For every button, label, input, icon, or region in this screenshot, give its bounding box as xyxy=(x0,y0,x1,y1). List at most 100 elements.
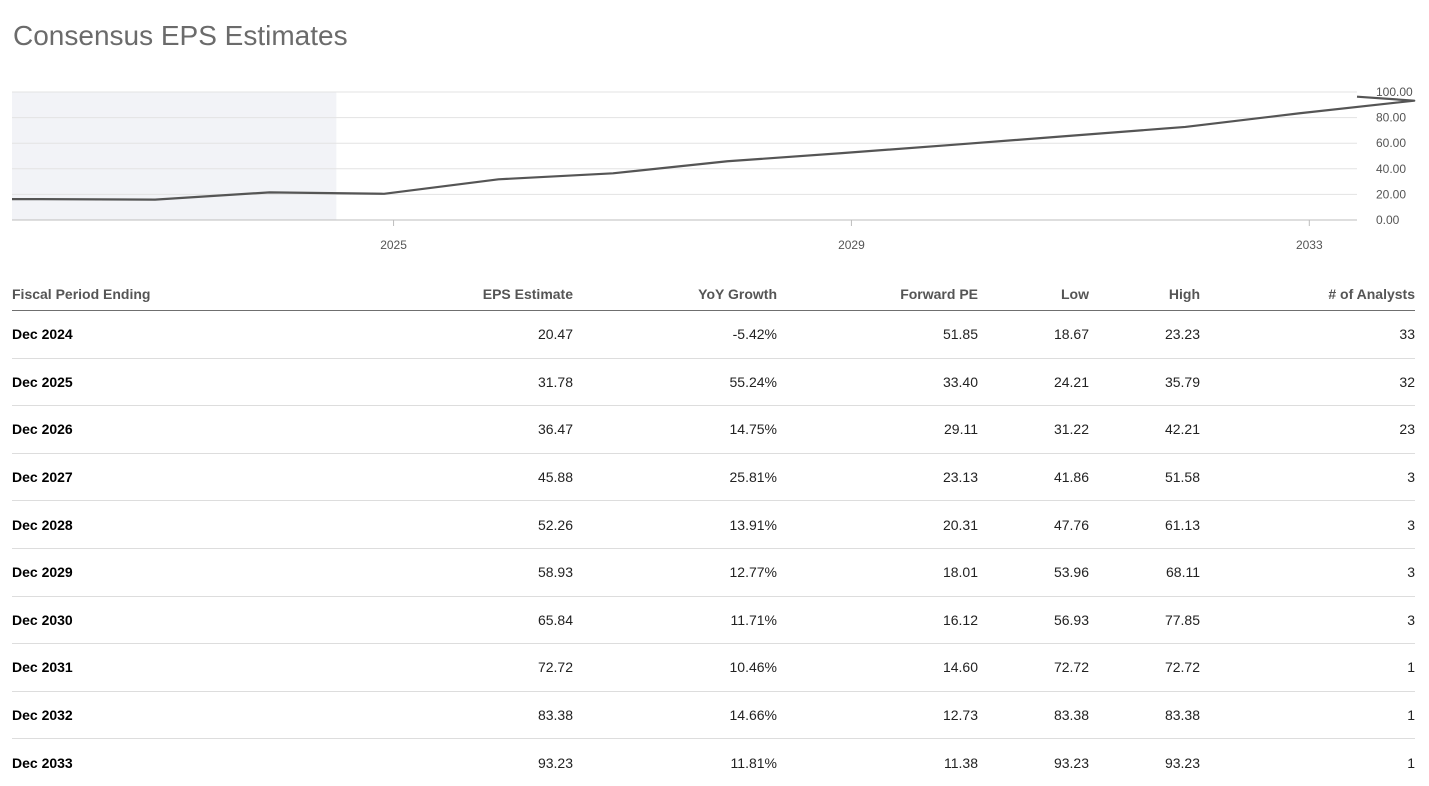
y-tick-label: 60.00 xyxy=(1376,136,1406,150)
table-cell: 72.72 xyxy=(978,643,1089,692)
column-header[interactable]: Fiscal Period Ending xyxy=(12,278,272,311)
table-cell: 14.75% xyxy=(573,405,777,454)
table-cell: 1 xyxy=(1200,643,1415,692)
x-axis: 2025 2029 2033 xyxy=(380,220,1323,252)
x-tick-label: 2033 xyxy=(1296,238,1323,252)
table-cell: 31.78 xyxy=(272,358,573,407)
fiscal-period-cell: Dec 2024 xyxy=(12,310,272,359)
table-cell: 12.73 xyxy=(777,691,978,740)
column-header[interactable]: # of Analysts xyxy=(1200,278,1415,311)
table-row: Dec 2026 36.47 14.75% 29.11 31.22 42.21 23 xyxy=(12,405,1415,454)
fiscal-period-cell: Dec 2031 xyxy=(12,643,272,692)
column-header[interactable]: High xyxy=(1089,278,1200,311)
table-cell: 23.23 xyxy=(1089,310,1200,359)
table-cell: 18.67 xyxy=(978,310,1089,359)
eps-estimates-table-container: Fiscal Period Ending EPS Estimate YoY Grow… xyxy=(12,278,1415,786)
column-header[interactable]: YoY Growth xyxy=(573,278,777,311)
table-cell: 42.21 xyxy=(1089,405,1200,454)
table-cell: 36.47 xyxy=(272,405,573,454)
eps-data-point xyxy=(1298,111,1302,115)
table-cell: 35.79 xyxy=(1089,358,1200,407)
table-cell: 33 xyxy=(1200,310,1415,359)
eps-data-point xyxy=(382,192,386,196)
table-cell: 13.91% xyxy=(573,500,777,549)
fiscal-period-cell: Dec 2030 xyxy=(12,596,272,645)
x-tick-label: 2025 xyxy=(380,238,407,252)
y-tick-label: 80.00 xyxy=(1376,111,1406,125)
table-row: Dec 2024 20.47 -5.42% 51.85 18.67 23.23 33 xyxy=(12,310,1415,359)
table-row: Dec 2030 65.84 11.71% 16.12 56.93 77.85 3 xyxy=(12,596,1415,645)
table-cell: 1 xyxy=(1200,691,1415,740)
table-cell: 18.01 xyxy=(777,548,978,597)
eps-data-point xyxy=(1412,99,1416,103)
eps-data-point xyxy=(153,198,157,202)
table-body: Dec 2024 20.47 -5.42% 51.85 18.67 23.23 33 Dec … xyxy=(12,310,1415,786)
eps-series-line xyxy=(12,95,1416,201)
table-cell: 83.38 xyxy=(1089,691,1200,740)
table-cell: 58.93 xyxy=(272,548,573,597)
eps-data-point xyxy=(496,177,500,181)
table-cell: -5.42% xyxy=(573,310,777,359)
table-cell: 53.96 xyxy=(978,548,1089,597)
table-cell: 12.77% xyxy=(573,548,777,597)
table-cell: 11.38 xyxy=(944,754,978,771)
table-cell: 65.84 xyxy=(272,596,573,645)
table-cell: 32 xyxy=(1200,358,1415,407)
table-row: Dec 2025 31.78 55.24% 33.40 24.21 35.79 32 xyxy=(12,358,1415,407)
table-cell: 61.13 xyxy=(1089,500,1200,549)
eps-data-point xyxy=(840,151,844,155)
table-cell: 11.81% xyxy=(730,754,777,771)
table-cell: 25.81% xyxy=(573,453,777,502)
table-cell: 56.93 xyxy=(978,596,1089,645)
table-cell: 83.38 xyxy=(978,691,1089,740)
table-cell: 3 xyxy=(1200,548,1415,597)
page-title: Consensus EPS Estimates xyxy=(13,20,348,51)
table-row: Dec 2028 52.26 13.91% 20.31 47.76 61.13 3 xyxy=(12,500,1415,549)
table-cell: 10.46% xyxy=(573,643,777,692)
table-cell: 20.31 xyxy=(777,500,978,549)
fiscal-period-cell: Dec 2026 xyxy=(12,405,272,454)
fiscal-period-cell: Dec 2028 xyxy=(12,500,272,549)
table-cell: 52.26 xyxy=(272,500,573,549)
table-cell: 93.23 xyxy=(537,754,573,771)
column-header[interactable]: EPS Estimate xyxy=(272,278,573,311)
table-row: Dec 2027 45.88 25.81% 23.13 41.86 51.58 3 xyxy=(12,453,1415,502)
table-row: Dec 2029 58.93 12.77% 18.01 53.96 68.11 3 xyxy=(12,548,1415,597)
table-cell: 72.72 xyxy=(1089,643,1200,692)
table-cell: 33.40 xyxy=(777,358,978,407)
table-cell: 3 xyxy=(1200,596,1415,645)
y-tick-label: 20.00 xyxy=(1376,187,1406,201)
table-cell: 23.13 xyxy=(777,453,978,502)
column-header[interactable]: Low xyxy=(978,278,1089,311)
fiscal-period-cell: Dec 2029 xyxy=(12,548,272,597)
table-cell: 45.88 xyxy=(272,453,573,502)
eps-data-point xyxy=(268,190,272,194)
table-cell: 16.12 xyxy=(777,596,978,645)
fiscal-period-cell: Dec 2032 xyxy=(12,691,272,740)
y-tick-label: 40.00 xyxy=(1376,162,1406,176)
table-cell: 14.66% xyxy=(573,691,777,740)
column-header[interactable]: Forward PE xyxy=(777,278,978,311)
table-row: Dec 2033 93.23 11.81% 11.38 93.23 93.23 1 xyxy=(12,739,1415,786)
eps-data-point xyxy=(611,171,615,175)
table-header-row: Fiscal Period Ending EPS Estimate YoY Grow… xyxy=(12,278,1415,311)
table-cell: 23 xyxy=(1200,405,1415,454)
table-header: Fiscal Period Ending EPS Estimate YoY Grow… xyxy=(12,278,1415,311)
x-tick-label: 2029 xyxy=(838,238,865,252)
table-cell: 72.72 xyxy=(272,643,573,692)
y-tick-label: 100.00 xyxy=(1376,85,1413,99)
table-cell: 55.24% xyxy=(573,358,777,407)
table-cell: 1 xyxy=(1407,754,1415,771)
table-cell: 93.23 xyxy=(1053,754,1089,771)
table-row: Dec 2032 83.38 14.66% 12.73 83.38 83.38 1 xyxy=(12,691,1415,740)
fiscal-period-cell: Dec 2033 xyxy=(12,754,73,771)
table-cell: 93.23 xyxy=(1164,754,1200,771)
eps-data-point xyxy=(725,159,729,163)
eps-data-point xyxy=(39,197,43,201)
eps-data-point xyxy=(1069,134,1073,138)
table-cell: 51.58 xyxy=(1089,453,1200,502)
y-axis: 0.00 20.00 40.00 60.00 80.00 100.00 xyxy=(1376,85,1413,227)
fiscal-period-cell: Dec 2025 xyxy=(12,358,272,407)
table-row: Dec 2031 72.72 10.46% 14.60 72.72 72.72 1 xyxy=(12,643,1415,692)
